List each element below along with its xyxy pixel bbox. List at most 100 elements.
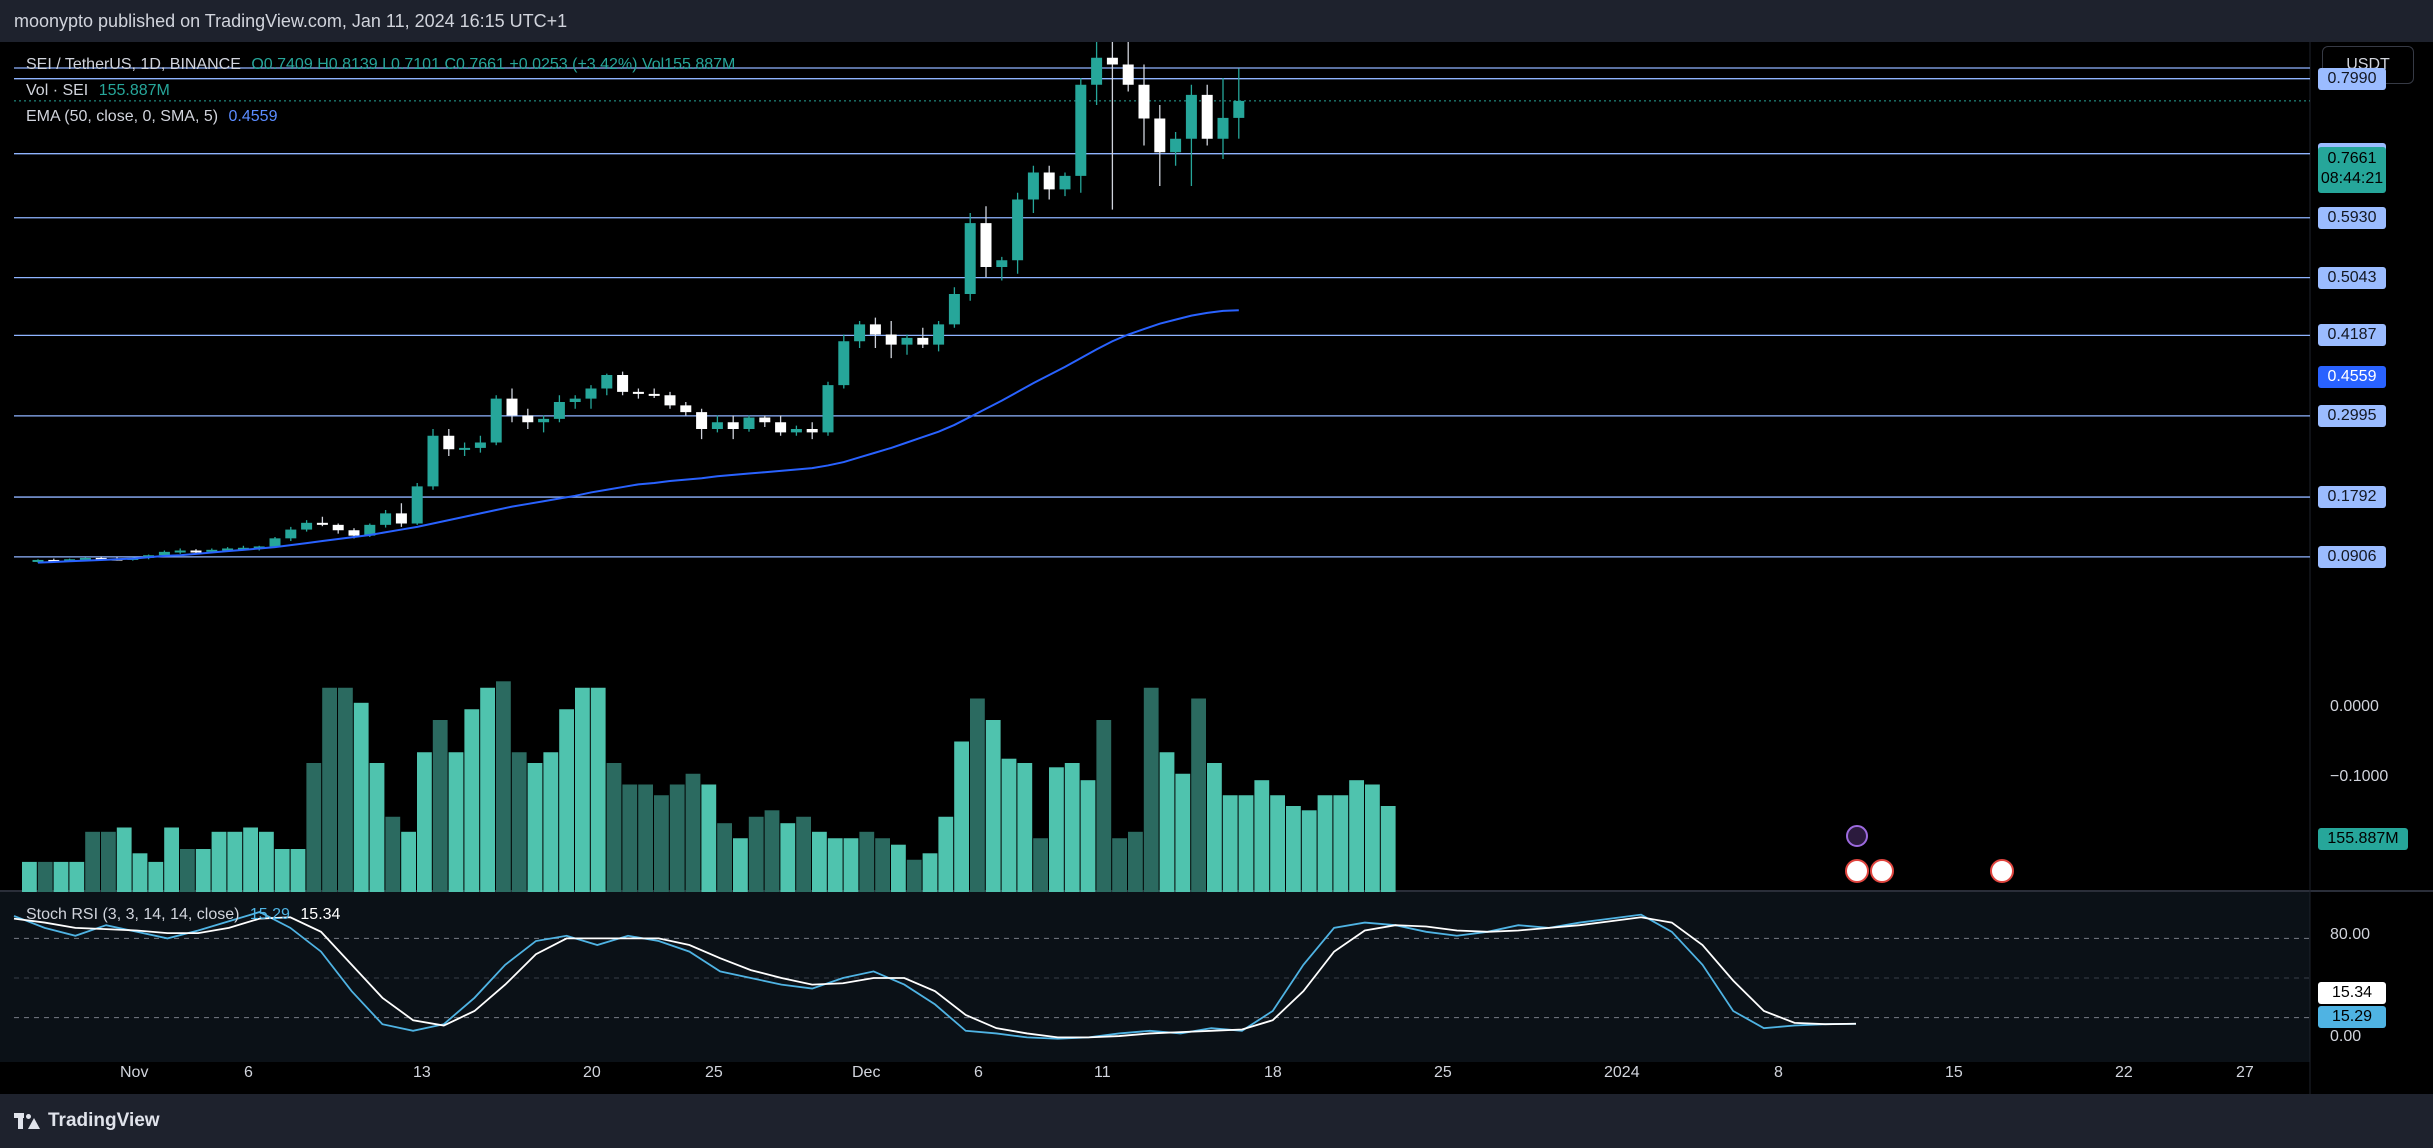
tradingview-brand-text: TradingView: [48, 1110, 160, 1131]
stoch-level-80: 80.00: [2330, 926, 2371, 943]
volume-bar: [401, 831, 416, 892]
volume-bar: [1207, 763, 1222, 892]
volume-bar: [385, 816, 401, 892]
candle-body: [190, 550, 202, 553]
candle-body: [1154, 118, 1166, 153]
volume-bar: [796, 816, 811, 892]
stoch-d-line: [13, 916, 1857, 1039]
volume-bar: [606, 763, 622, 892]
volume-bar: [243, 827, 258, 892]
candle-body: [380, 513, 392, 525]
candle-body: [332, 524, 344, 531]
time-axis-tick: 11: [1094, 1064, 1111, 1081]
volume-bar: [875, 838, 890, 892]
volume-bar: [290, 849, 306, 892]
time-axis-tick: 2024: [1604, 1064, 1640, 1081]
candle-body: [1012, 199, 1024, 261]
bar-countdown: 08:44:21: [2320, 170, 2384, 187]
candle-body: [395, 513, 407, 524]
candle-body: [617, 375, 629, 392]
volume-bar: [970, 698, 985, 892]
candle-body: [933, 324, 945, 345]
volume-bar: [227, 831, 243, 892]
candle-body: [1059, 175, 1071, 190]
volume-bar: [306, 763, 322, 892]
volume-bar: [543, 752, 559, 892]
ema-indicator-label[interactable]: EMA (50, close, 0, SMA, 5): [26, 108, 219, 125]
volume-indicator-value: 155.887M: [98, 82, 170, 99]
stoch-k-value: 15.29: [249, 906, 290, 923]
stoch-k-badge: 15.29: [2318, 1006, 2386, 1028]
candle-body: [411, 486, 423, 524]
candle-body: [506, 398, 518, 416]
candle-body: [585, 388, 597, 399]
time-axis-tick: Dec: [852, 1064, 881, 1081]
volume-bar: [1175, 773, 1191, 892]
time-axis-tick: 6: [244, 1064, 253, 1081]
volume-bar: [843, 838, 859, 892]
time-axis-tick: 15: [1945, 1064, 1963, 1081]
volume-bar: [922, 853, 938, 892]
chart-canvas[interactable]: [0, 42, 2433, 1094]
volume-indicator-label[interactable]: Vol · SEI: [26, 82, 89, 99]
price-level-label: 0.5043: [2318, 266, 2386, 289]
volume-bar: [1270, 795, 1285, 892]
ohlc-volume: Vol155.887M: [641, 56, 736, 73]
candle-body: [569, 398, 581, 402]
volume-bar: [195, 849, 211, 892]
tradingview-logo[interactable]: TradingView: [14, 1110, 160, 1132]
volume-bar: [1317, 795, 1333, 892]
candle-body: [269, 538, 281, 547]
stoch-rsi-label[interactable]: Stoch RSI (3, 3, 14, 14, close): [26, 906, 240, 923]
volume-bar: [733, 838, 748, 892]
candle-body: [222, 548, 234, 551]
volume-bar: [180, 849, 195, 892]
candle-body: [1233, 100, 1245, 118]
chart-area[interactable]: SEI / TetherUS, 1D, BINANCE O0.7409 H0.8…: [0, 42, 2433, 1094]
volume-bar: [116, 827, 132, 892]
time-axis-tick: 22: [2115, 1064, 2133, 1081]
candle-body: [316, 522, 328, 525]
us-flag-event-icon: [1845, 859, 1869, 883]
volume-bar: [622, 784, 638, 892]
volume-bar: [685, 773, 701, 892]
volume-bar: [748, 816, 764, 892]
volume-bar: [654, 795, 669, 892]
volume-bar: [22, 861, 37, 892]
candle-body: [538, 418, 550, 423]
volume-bar: [1254, 780, 1270, 892]
volume-bar: [1080, 780, 1096, 892]
volume-bar: [511, 752, 527, 892]
ema-line: [37, 309, 1239, 564]
symbol-name[interactable]: SEI / TetherUS, 1D, BINANCE: [26, 56, 241, 73]
us-flag-event-icon: [1990, 859, 2014, 883]
stoch-rsi-legend: Stoch RSI (3, 3, 14, 14, close) 15.29 15…: [26, 906, 340, 924]
candle-body: [427, 435, 439, 487]
volume-bar: [353, 702, 369, 892]
candle-body: [980, 223, 992, 267]
candle-body: [79, 557, 91, 560]
candle-body: [443, 435, 455, 450]
volume-bar: [906, 859, 922, 892]
candle-body: [553, 402, 565, 419]
candle-body: [522, 415, 534, 423]
volume-bar: [1365, 784, 1380, 892]
volume-bar: [1143, 687, 1159, 892]
candle-body: [285, 529, 297, 539]
volume-bar: [559, 709, 574, 892]
volume-bar: [1064, 763, 1080, 892]
volume-bar: [1286, 806, 1301, 892]
price-level-label: 0.0906: [2318, 545, 2386, 568]
time-axis-tick: 13: [413, 1064, 431, 1081]
volume-bar: [1128, 831, 1143, 892]
candle-body: [601, 375, 613, 389]
candle-body: [206, 549, 218, 552]
candle-body: [854, 324, 866, 342]
candle-body: [822, 385, 834, 433]
volume-bar: [211, 831, 227, 892]
candle-body: [1122, 64, 1134, 85]
price-level-label: 0.4187: [2318, 324, 2386, 347]
volume-bar: [1191, 698, 1206, 892]
ohlc-change: +0.0253 (+3.42%): [509, 56, 638, 73]
candle-body: [64, 559, 76, 562]
